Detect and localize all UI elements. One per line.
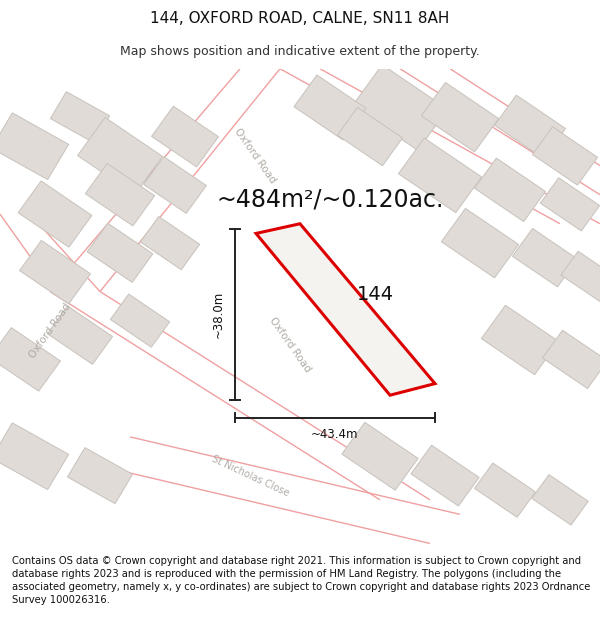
Polygon shape bbox=[152, 106, 218, 167]
Polygon shape bbox=[77, 118, 163, 194]
Polygon shape bbox=[342, 422, 418, 490]
Polygon shape bbox=[50, 92, 110, 142]
Text: Oxford Road: Oxford Road bbox=[268, 316, 313, 374]
Polygon shape bbox=[475, 158, 545, 222]
Polygon shape bbox=[143, 157, 206, 213]
Text: ~484m²/~0.120ac.: ~484m²/~0.120ac. bbox=[217, 188, 443, 211]
Polygon shape bbox=[421, 82, 499, 152]
Polygon shape bbox=[542, 330, 600, 389]
Text: 144, OXFORD ROAD, CALNE, SN11 8AH: 144, OXFORD ROAD, CALNE, SN11 8AH bbox=[151, 11, 449, 26]
Polygon shape bbox=[532, 127, 598, 185]
Polygon shape bbox=[442, 208, 518, 278]
Polygon shape bbox=[541, 177, 599, 231]
Polygon shape bbox=[256, 224, 435, 395]
Text: ~43.4m: ~43.4m bbox=[311, 429, 359, 441]
Polygon shape bbox=[475, 463, 535, 518]
Polygon shape bbox=[294, 75, 366, 140]
Polygon shape bbox=[85, 164, 155, 226]
Polygon shape bbox=[67, 448, 133, 504]
Polygon shape bbox=[481, 305, 559, 375]
Polygon shape bbox=[494, 95, 565, 159]
Polygon shape bbox=[398, 138, 482, 212]
Polygon shape bbox=[0, 113, 68, 179]
Polygon shape bbox=[47, 306, 113, 364]
Polygon shape bbox=[0, 328, 61, 391]
Polygon shape bbox=[0, 423, 68, 489]
Polygon shape bbox=[140, 216, 200, 270]
Text: Oxford Road: Oxford Road bbox=[232, 127, 278, 185]
Polygon shape bbox=[532, 474, 588, 525]
Polygon shape bbox=[337, 107, 403, 166]
Polygon shape bbox=[87, 223, 153, 282]
Polygon shape bbox=[561, 251, 600, 303]
Text: Oxford Road: Oxford Road bbox=[28, 301, 73, 359]
Polygon shape bbox=[352, 64, 448, 151]
Text: St Nicholas Close: St Nicholas Close bbox=[210, 453, 290, 498]
Text: ~38.0m: ~38.0m bbox=[212, 291, 224, 338]
Polygon shape bbox=[512, 229, 578, 287]
Polygon shape bbox=[18, 181, 92, 247]
Text: Map shows position and indicative extent of the property.: Map shows position and indicative extent… bbox=[120, 45, 480, 58]
Polygon shape bbox=[20, 241, 91, 304]
Text: Contains OS data © Crown copyright and database right 2021. This information is : Contains OS data © Crown copyright and d… bbox=[12, 556, 590, 606]
Polygon shape bbox=[411, 445, 479, 506]
Text: 144: 144 bbox=[356, 285, 394, 304]
Polygon shape bbox=[110, 294, 170, 348]
